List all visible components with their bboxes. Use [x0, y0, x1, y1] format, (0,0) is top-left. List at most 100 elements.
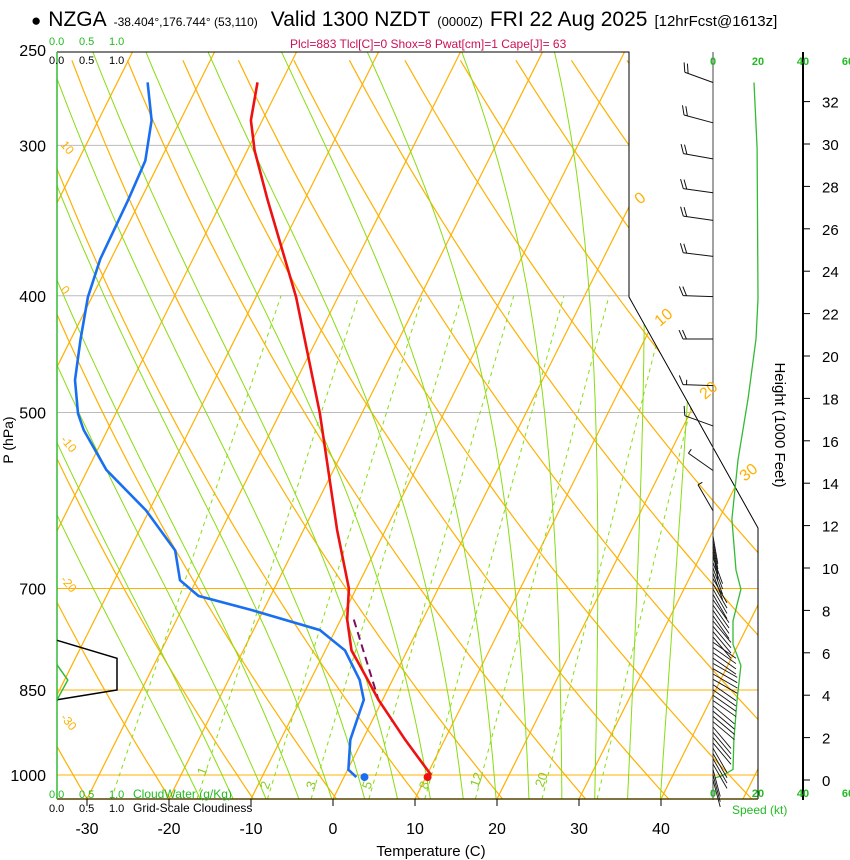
wind-barb — [683, 188, 714, 194]
temperature-tick-label: 0 — [329, 821, 338, 838]
plot-border — [57, 51, 759, 799]
wind-speed-line — [714, 82, 759, 779]
barb-flag — [680, 206, 684, 217]
cloudwater-tick-bottom: 0.0 — [49, 789, 64, 801]
cloudiness-axis-title: Grid-Scale Cloudiness — [133, 801, 252, 815]
light-wind-barb — [712, 689, 737, 707]
mixing-ratio-line — [541, 295, 669, 799]
mixing-ratio-label: 2 — [257, 779, 274, 791]
cloudwater-tick-bottom: 0.5 — [79, 789, 94, 801]
light-wind-barb — [712, 678, 738, 694]
light-wind-barb — [712, 753, 728, 778]
height-tick-label: 20 — [822, 349, 839, 366]
light-wind-barb — [712, 710, 735, 730]
mixing-ratio-line — [310, 295, 463, 799]
cloudwater-tick-top: 1.0 — [109, 36, 124, 48]
light-wind-barb — [712, 641, 737, 659]
dewpoint-line — [73, 82, 366, 779]
light-wind-barb — [712, 663, 738, 678]
dry-adiabat — [293, 60, 758, 799]
cloudiness-tick-bottom: 0.0 — [49, 803, 64, 815]
light-wind-barb — [712, 726, 732, 749]
mixing-ratio-line — [196, 295, 360, 799]
speed-tick-bottom: 60 — [842, 788, 850, 800]
height-tick-label: 4 — [822, 688, 830, 705]
speed-axis-title: Speed (kt) — [732, 803, 787, 817]
mixing-ratio-label: 3 — [303, 779, 320, 791]
chart-header: ● NZGA -38.404°,176.744° (53,110) Valid … — [31, 8, 850, 32]
isotherm-line — [332, 52, 709, 799]
barb-flag — [685, 106, 688, 117]
cloudiness-tick-top: 1.0 — [109, 55, 124, 67]
moist-adiabat — [144, 52, 432, 799]
moist-adiabat — [57, 52, 235, 799]
light-wind-barb — [712, 636, 732, 659]
dry-adiabat-label: 0 — [58, 283, 73, 297]
isotherm-label: 30 — [737, 461, 762, 486]
valid-date: FRI 22 Aug 2025 — [489, 8, 648, 31]
wind-barb — [684, 415, 714, 427]
temperature-tick-label: 20 — [488, 821, 506, 838]
light-wind-barb — [712, 673, 738, 689]
light-wind-barb — [712, 620, 732, 643]
height-tick-label: 26 — [822, 222, 839, 239]
cloudwater-profile — [56, 664, 69, 701]
dry-adiabat — [71, 60, 505, 799]
wind-barb — [683, 153, 714, 160]
pressure-axis-title: P (hPa) — [0, 416, 16, 463]
height-tick-label: 12 — [822, 519, 839, 536]
zulu-time: (0000Z) — [437, 14, 483, 29]
light-wind-barb — [712, 583, 728, 609]
dry-adiabat — [459, 59, 758, 799]
barb-flag — [683, 207, 688, 217]
isotherm-line — [660, 52, 758, 799]
dry-adiabat-label: 10 — [58, 138, 78, 157]
dry-adiabat — [126, 60, 588, 799]
mixing-ratio-label: 1 — [194, 765, 211, 777]
cloudwater-tick-top: 0.5 — [79, 36, 94, 48]
dry-adiabat — [515, 59, 758, 799]
light-wind-barb — [712, 721, 735, 741]
pressure-tick-label: 700 — [19, 581, 46, 598]
mixing-ratio-line — [110, 295, 282, 799]
dry-adiabat — [737, 59, 758, 799]
isotherm-line — [742, 52, 758, 799]
cloudwater-tick-top: 0.0 — [49, 36, 64, 48]
barb-half — [697, 481, 703, 486]
light-wind-barb — [712, 567, 723, 595]
wind-barb — [684, 71, 714, 83]
light-wind-barb — [712, 694, 737, 712]
moist-adiabat — [206, 52, 464, 799]
barb-flag — [683, 62, 686, 73]
cloudiness-tick-top: 0.5 — [79, 55, 94, 67]
isotherm-line — [57, 52, 381, 799]
light-wind-barb — [712, 631, 732, 654]
speed-tick-bottom: 40 — [797, 788, 809, 800]
height-tick-label: 32 — [822, 95, 839, 112]
height-tick-label: 18 — [822, 391, 839, 408]
moist-adiabat — [659, 52, 704, 799]
light-wind-barb — [712, 557, 723, 584]
barb-flag — [680, 143, 684, 154]
light-wind-barb — [712, 594, 728, 619]
mixing-ratio-line — [596, 295, 718, 799]
barb-half — [688, 448, 692, 454]
speed-tick-top: 60 — [842, 56, 850, 68]
station-id: NZGA — [48, 8, 107, 31]
pressure-tick-label: 1000 — [10, 768, 46, 785]
temperature-tick-label: -20 — [157, 821, 180, 838]
isotherm-line — [57, 52, 135, 799]
dry-adiabat — [348, 60, 758, 799]
height-tick-label: 24 — [822, 264, 839, 281]
valid-time: Valid 1300 NZDT — [270, 8, 431, 31]
station-coords: -38.404°,176.744° (53,110) — [113, 15, 258, 29]
stability-indices: Plcl=883 Tlcl[C]=0 Shox=8 Pwat[cm]=1 Cap… — [290, 37, 567, 51]
cloudwater-axis-title: CloudWater (g/Kg) — [133, 787, 232, 801]
barb-flag — [678, 375, 684, 385]
isotherm-label: 10 — [652, 306, 677, 331]
light-wind-barb — [712, 737, 732, 760]
pressure-tick-label: 500 — [19, 405, 46, 422]
light-wind-barb — [712, 599, 730, 623]
light-wind-barb — [712, 705, 735, 725]
